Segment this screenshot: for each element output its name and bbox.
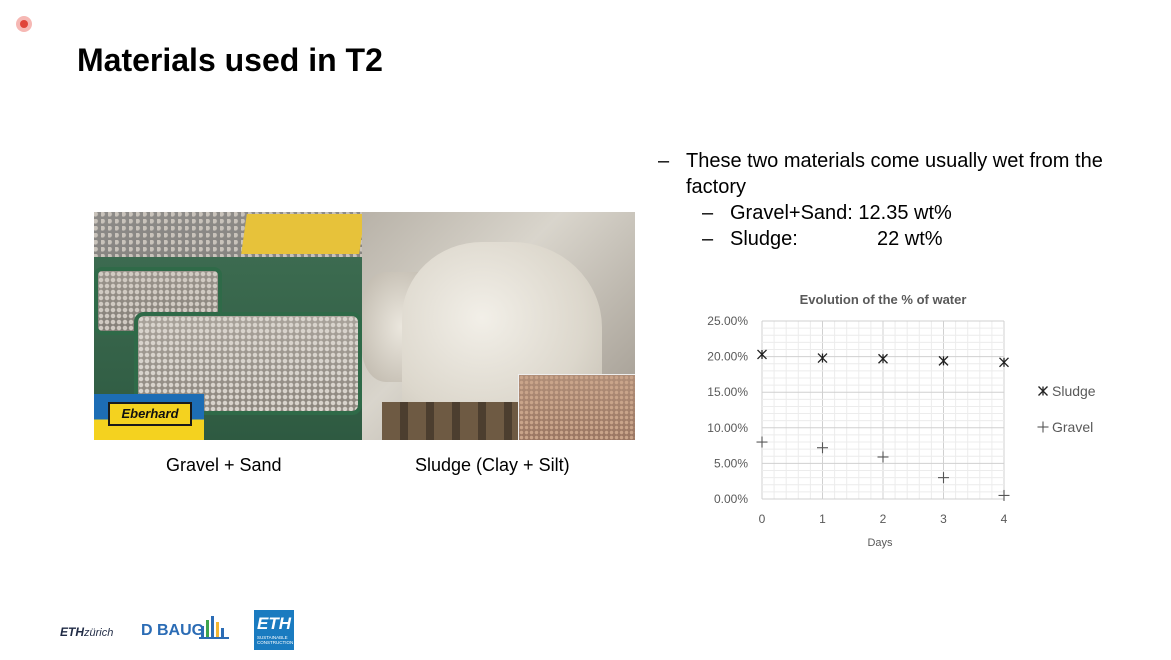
gravel-caption: Gravel + Sand <box>166 455 282 475</box>
bullet-sub-gravel-text: Gravel+Sand: 12.35 wt% <box>730 202 952 224</box>
bullet-sub-gravel: – Gravel+Sand: 12.35 wt% <box>702 200 1158 226</box>
dbaug-skyline-icon <box>199 616 229 639</box>
y-tick-label: 0.00% <box>714 492 748 506</box>
bullet-main: – These two materials come usually wet f… <box>658 148 1158 200</box>
eth-sustainable-construction-logo: ETH SUSTAINABLE CONSTRUCTION <box>254 610 294 650</box>
yellow-board <box>241 214 362 254</box>
water-evolution-chart: Evolution of the % of water 0.00% 5.00% 10.… <box>690 282 1110 552</box>
sludge-closeup-inset <box>518 374 635 440</box>
ethsc-logo-title: ETH <box>257 614 291 633</box>
eberhard-logo: Eberhard <box>94 394 204 440</box>
bullet-sub-sludge-label: Sludge: <box>730 228 798 250</box>
bullet-dash: – <box>702 228 714 250</box>
dbaug-logo: D BAUG <box>141 622 205 639</box>
bullet-list: – These two materials come usually wet f… <box>658 148 1158 252</box>
y-tick-label: 15.00% <box>707 385 748 399</box>
legend-label-gravel: Gravel <box>1052 419 1093 435</box>
y-tick-label: 5.00% <box>714 456 748 470</box>
bullet-dash: – <box>702 202 714 224</box>
record-indicator-icon[interactable] <box>16 16 32 32</box>
bullet-sub-sludge-value: 22 wt% <box>877 228 943 250</box>
bullet-sub-sludge-line: Sludge: 22 wt% <box>730 226 1158 252</box>
sludge-photo <box>362 212 635 440</box>
chart-title: Evolution of the % of water <box>800 292 967 307</box>
sludge-caption: Sludge (Clay + Silt) <box>415 455 570 475</box>
eth-zurich-logo: ETHzürich <box>60 625 113 639</box>
x-tick-label: 1 <box>819 512 826 526</box>
bullet-main-text: These two materials come usually wet fro… <box>686 150 1103 198</box>
x-axis-label: Days <box>867 537 893 549</box>
slide-title: Materials used in T2 <box>77 42 383 78</box>
chart-svg: Evolution of the % of water 0.00% 5.00% 10.… <box>707 292 1096 549</box>
bullet-dash: – <box>658 150 670 172</box>
x-tick-label: 0 <box>759 512 766 526</box>
x-tick-label: 3 <box>940 512 947 526</box>
zurich-logo-word: zürich <box>84 627 114 639</box>
x-tick-label: 4 <box>1001 512 1008 526</box>
gravel-sand-photo: Eberhard <box>94 212 362 440</box>
eberhard-logo-text: Eberhard <box>108 402 192 426</box>
y-tick-label: 10.00% <box>707 421 748 435</box>
y-tick-label: 20.00% <box>707 350 748 364</box>
bullet-sub-sludge: – Sludge: 22 wt% <box>702 226 1158 252</box>
ethsc-logo-subtitle: SUSTAINABLE CONSTRUCTION <box>257 635 294 645</box>
y-tick-label: 25.00% <box>707 314 748 328</box>
x-tick-label: 2 <box>880 512 887 526</box>
legend-label-sludge: Sludge <box>1052 383 1096 399</box>
eth-logo-word: ETH <box>60 625 84 639</box>
